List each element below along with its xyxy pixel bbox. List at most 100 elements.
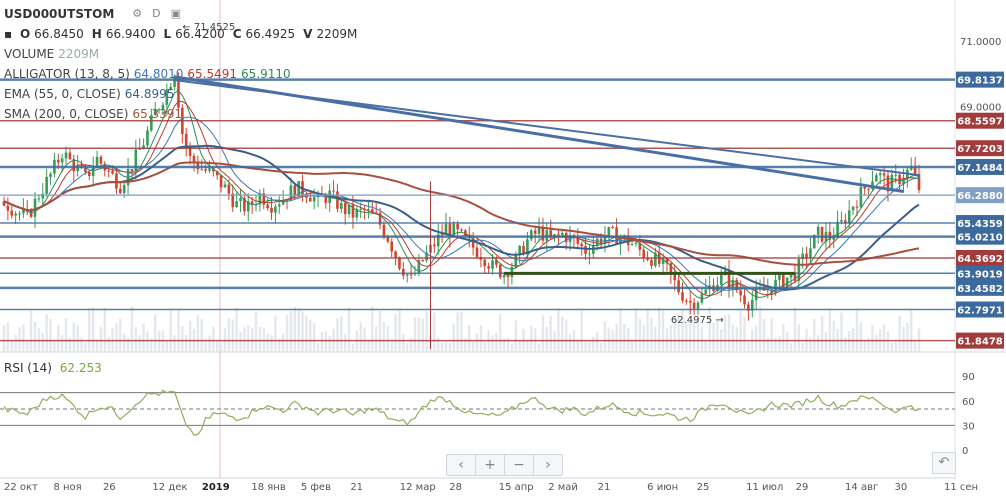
volume-bar xyxy=(340,315,343,352)
volume-bar xyxy=(367,340,370,352)
volume-bar xyxy=(568,333,572,352)
candle-body xyxy=(495,260,498,265)
symbol-name[interactable]: USD000UTSTOM xyxy=(4,7,115,21)
candle-body xyxy=(902,178,905,185)
alligator-lips-value: 65.9110 xyxy=(241,67,291,81)
gear-icon[interactable]: ⚙ xyxy=(132,7,143,20)
candle-body xyxy=(685,300,688,302)
candle-body xyxy=(122,185,126,194)
candle-body xyxy=(750,299,754,311)
price-badge xyxy=(956,265,1004,282)
volume-bar xyxy=(541,315,545,352)
candle-body xyxy=(192,155,196,163)
candle-body xyxy=(859,186,863,208)
volume-bar xyxy=(231,319,234,352)
volume-bar xyxy=(886,331,890,352)
volume-bar xyxy=(491,335,494,352)
candle-body xyxy=(332,190,335,192)
rsi-legend[interactable]: RSI (14) 62.253 xyxy=(4,361,102,375)
candle-body xyxy=(642,249,646,259)
volume-bar xyxy=(154,314,157,352)
volume-bar xyxy=(820,315,824,352)
volume-bar xyxy=(716,319,719,352)
candle-body xyxy=(669,263,673,274)
volume-bar xyxy=(270,335,273,352)
scroll-left-button[interactable]: ‹ xyxy=(447,455,476,475)
volume-label: VOLUME xyxy=(4,47,55,61)
save-icon[interactable]: ▣ xyxy=(170,7,182,20)
price-badge xyxy=(956,140,1004,157)
volume-bar xyxy=(328,335,331,352)
volume-bar xyxy=(122,333,126,352)
volume-bar xyxy=(285,314,289,352)
candle-body xyxy=(91,167,95,177)
low-annotation: 62.4975 → xyxy=(671,315,724,326)
candle-body xyxy=(681,292,684,301)
ohlc-value-o: 66.8450 xyxy=(34,27,84,41)
volume-bar xyxy=(177,310,180,352)
volume-bar xyxy=(433,312,436,352)
volume-bar xyxy=(18,327,21,352)
candle-body xyxy=(405,274,409,276)
volume-bar xyxy=(378,310,382,352)
volume-bar xyxy=(696,312,700,352)
volume-bar xyxy=(181,326,184,352)
ohlc-value-v: 2209M xyxy=(316,27,358,41)
volume-bar xyxy=(289,311,293,352)
candle-body xyxy=(33,198,37,217)
candle-body xyxy=(719,274,723,285)
volume-bar xyxy=(689,306,692,352)
ohlc-key-l: L xyxy=(163,27,172,41)
volume-bar xyxy=(464,338,467,352)
candle-body xyxy=(351,204,355,218)
volume-bar xyxy=(785,332,789,352)
price-badge-text: 65.4359 xyxy=(957,219,1003,230)
volume-bar xyxy=(743,316,746,352)
volume-bar xyxy=(293,307,296,352)
volume-bar xyxy=(10,339,13,352)
candle-body xyxy=(177,76,180,108)
candle-body xyxy=(402,268,405,276)
candle-body xyxy=(855,206,859,208)
volume-bar xyxy=(754,326,758,352)
volume-bar xyxy=(41,333,44,352)
candle-body xyxy=(561,232,564,235)
volume-bar xyxy=(6,322,10,352)
reset-chart-button[interactable]: ↶ xyxy=(932,452,956,474)
volume-bar xyxy=(247,325,250,352)
volume-bar xyxy=(514,320,517,352)
volume-bar xyxy=(700,327,704,352)
volume-bar xyxy=(53,341,56,352)
candle-body xyxy=(165,89,169,105)
volume-bar xyxy=(216,340,219,352)
candle-body xyxy=(816,226,820,235)
volume-bar xyxy=(219,342,223,352)
alligator-legend[interactable]: ALLIGATOR (13, 8, 5) 64.8010 65.5491 65.… xyxy=(4,64,365,84)
volume-bar xyxy=(599,342,603,352)
volume-bar xyxy=(26,341,29,352)
rsi-axis-tick: 0 xyxy=(962,446,968,457)
candle-body xyxy=(243,198,246,212)
zoom-in-button[interactable]: + xyxy=(476,455,505,475)
d-icon[interactable]: D xyxy=(152,7,161,20)
volume-bar xyxy=(677,314,680,352)
volume-bar xyxy=(390,339,393,352)
volume-bar xyxy=(301,311,304,352)
zoom-out-button[interactable]: − xyxy=(505,455,534,475)
ema-legend[interactable]: EMA (55, 0, CLOSE) 64.8995 xyxy=(4,84,365,104)
candle-body xyxy=(421,260,425,262)
volume-bar xyxy=(76,325,79,352)
sma-legend[interactable]: SMA (200, 0, CLOSE) 65.3391 xyxy=(4,104,365,124)
candle-body xyxy=(801,253,804,259)
trend-line-upper xyxy=(174,79,920,177)
scroll-right-button[interactable]: › xyxy=(545,457,551,473)
candle-body xyxy=(471,238,475,248)
price-axis-tick: 71.0000 xyxy=(960,37,1001,48)
volume-bar xyxy=(801,342,804,352)
volume-legend[interactable]: VOLUME 2209M xyxy=(4,44,365,64)
time-axis-label: 21 xyxy=(350,482,363,493)
candle-body xyxy=(805,253,808,258)
volume-bar xyxy=(871,325,874,352)
